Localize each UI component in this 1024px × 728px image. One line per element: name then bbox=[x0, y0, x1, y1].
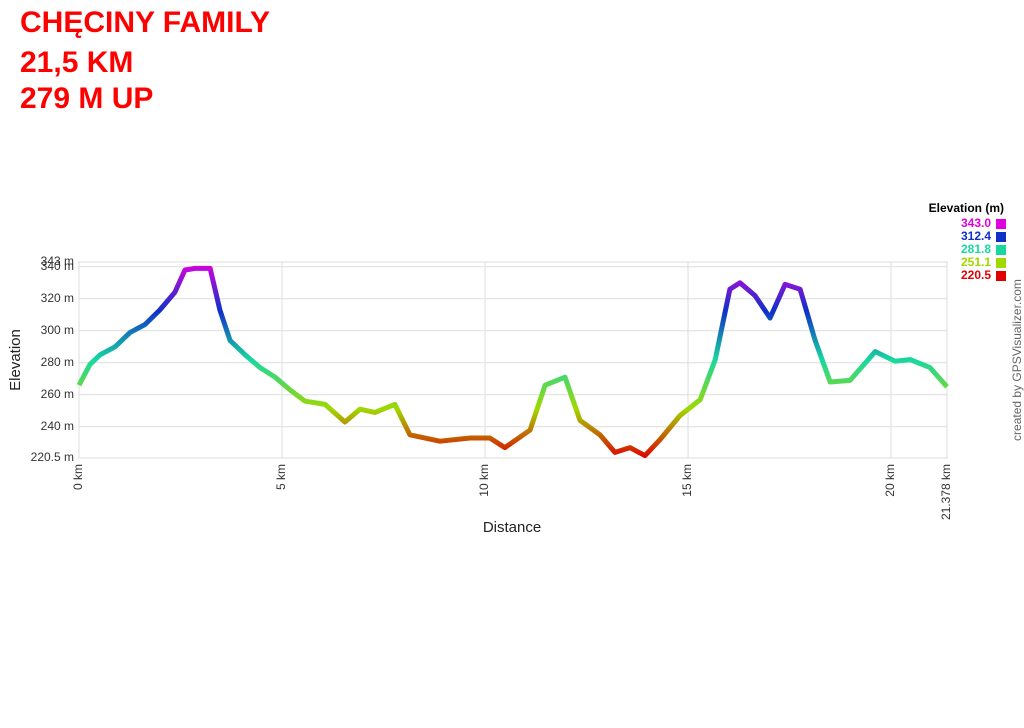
elevation-line bbox=[76, 265, 949, 459]
y-tick-label: 220.5 m bbox=[31, 450, 74, 464]
x-tick-label: 21.378 km bbox=[939, 464, 953, 520]
x-tick-label: 5 km bbox=[274, 464, 288, 490]
legend-label: 343.0 bbox=[961, 216, 991, 230]
x-tick-label: 0 km bbox=[71, 464, 85, 490]
y-tick-label: 280 m bbox=[41, 355, 74, 369]
y-tick-label: 343 m bbox=[41, 254, 74, 268]
x-tick-label: 20 km bbox=[883, 464, 897, 497]
y-tick-label: 320 m bbox=[41, 291, 74, 305]
y-tick-label: 260 m bbox=[41, 387, 74, 401]
legend-label: 220.5 bbox=[961, 268, 991, 282]
legend-label: 281.8 bbox=[961, 242, 991, 256]
legend-swatch bbox=[996, 271, 1006, 281]
x-tick-label: 10 km bbox=[477, 464, 491, 497]
title-line: CHĘCINY FAMILY bbox=[20, 6, 270, 39]
x-axis-label: Distance bbox=[483, 519, 541, 536]
legend-swatch bbox=[996, 219, 1006, 229]
y-tick-label: 240 m bbox=[41, 419, 74, 433]
y-tick-label: 300 m bbox=[41, 323, 74, 337]
legend-title: Elevation (m) bbox=[929, 201, 1004, 215]
title-line: 279 M UP bbox=[20, 82, 153, 115]
y-tick-label: 340 m bbox=[41, 259, 74, 273]
title-line: 21,5 KM bbox=[20, 46, 133, 79]
legend-label: 312.4 bbox=[961, 229, 991, 243]
legend-swatch bbox=[996, 258, 1006, 268]
credit: created by GPSVisualizer.com bbox=[1010, 279, 1024, 441]
y-axis-label: Elevation bbox=[7, 329, 24, 391]
x-tick-label: 15 km bbox=[680, 464, 694, 497]
legend-label: 251.1 bbox=[961, 255, 991, 269]
plot-area bbox=[78, 261, 948, 459]
legend-swatch bbox=[996, 245, 1006, 255]
legend-swatch bbox=[996, 232, 1006, 242]
